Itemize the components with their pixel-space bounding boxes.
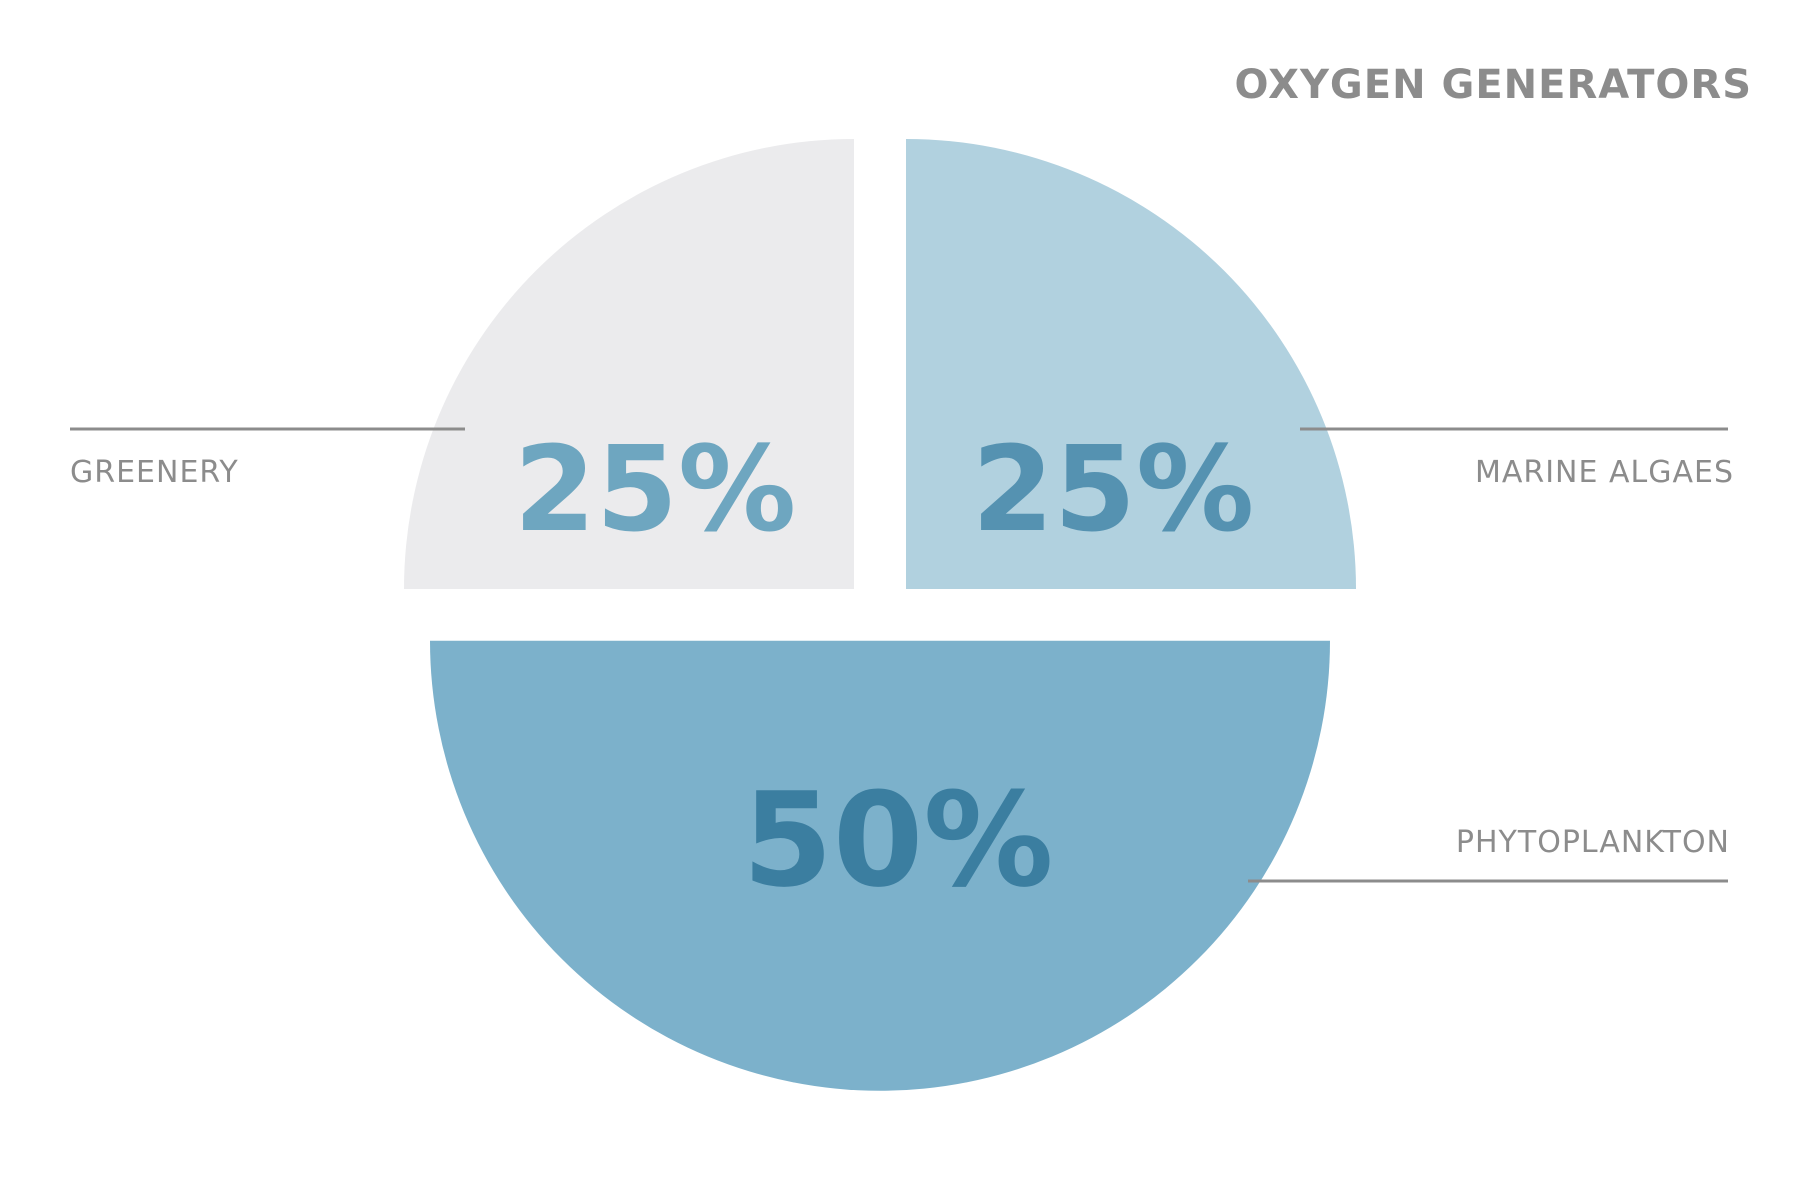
leader-lines [70, 427, 1728, 883]
slice-value-label: 25% [972, 420, 1254, 558]
legend-label: GREENERY [70, 455, 239, 490]
slice-value-label: 25% [514, 420, 796, 558]
pie-slices [404, 139, 1356, 1091]
chart-title: OXYGEN GENERATORS [1235, 62, 1752, 108]
slice-labels: 25% GREENERY 25% MARINE ALGAES 50% PHYTOPLANK… [70, 420, 1734, 916]
legend-label: MARINE ALGAES [1475, 455, 1734, 490]
legend-label: PHYTOPLANKTON [1456, 825, 1730, 860]
pie-slice-marine-algaes [906, 139, 1356, 589]
slice-value-label: 50% [742, 764, 1053, 916]
pie-slice-phytoplankton [430, 640, 1330, 1091]
pie-slice-greenery [404, 139, 854, 589]
